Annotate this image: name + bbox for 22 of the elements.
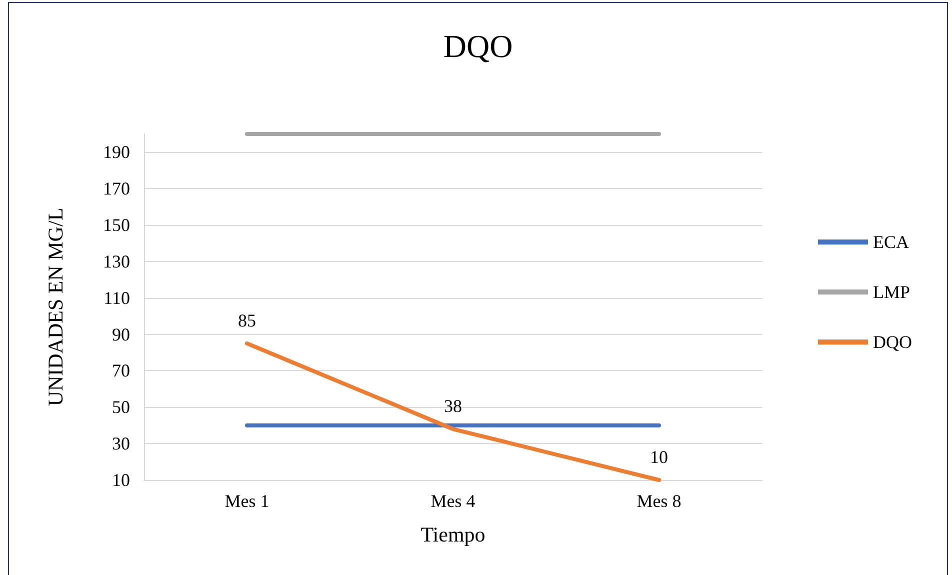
x-tick-label: Mes 8: [636, 491, 682, 511]
y-tick-label: 110: [104, 288, 130, 308]
data-label: 38: [444, 396, 462, 416]
data-label: 10: [650, 447, 668, 467]
x-tick-label: Mes 4: [430, 491, 476, 511]
y-tick-label: 30: [112, 434, 130, 454]
y-tick-label: 10: [112, 470, 130, 490]
y-tick-label: 50: [112, 397, 130, 418]
legend-label: DQO: [873, 332, 912, 352]
y-tick-label: 150: [103, 215, 130, 236]
y-axis-title: UNIDADES EN MG/L: [44, 208, 68, 406]
y-tick-label: 90: [112, 324, 130, 344]
chart-title: DQO: [443, 28, 513, 64]
y-tick-label: 130: [103, 251, 130, 272]
legend-label: ECA: [873, 232, 910, 252]
y-tick-label: 170: [103, 178, 130, 199]
x-tick-label: Mes 1: [224, 491, 270, 511]
data-label: 85: [238, 310, 256, 330]
x-axis-title: Tiempo: [420, 522, 486, 546]
y-tick-label: 70: [112, 360, 130, 381]
legend-label: LMP: [873, 282, 910, 302]
y-tick-label: 190: [103, 142, 130, 162]
